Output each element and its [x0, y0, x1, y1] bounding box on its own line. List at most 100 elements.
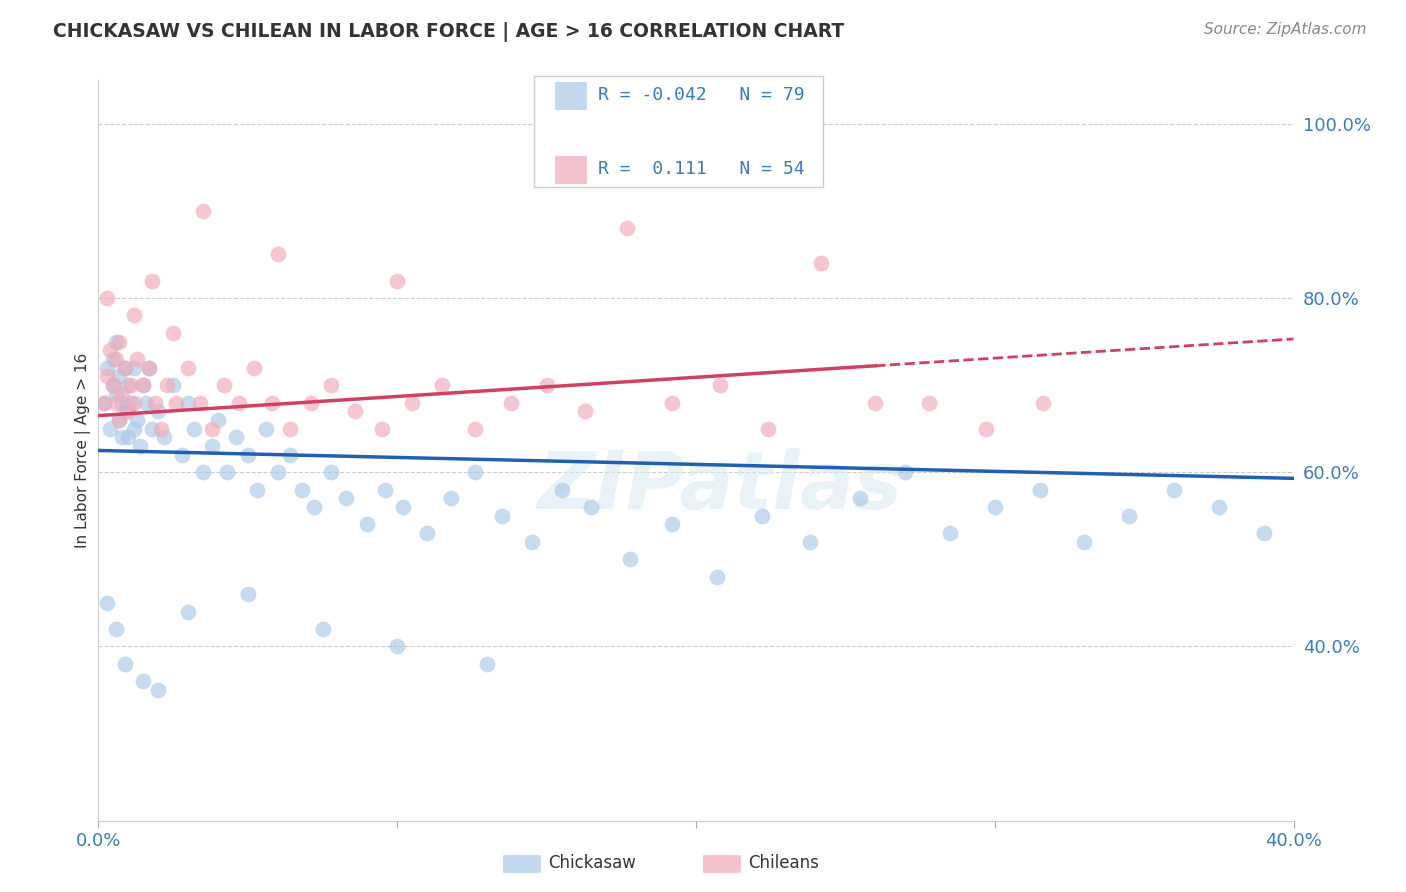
Point: [120, 378, 142, 392]
Point: [225, 430, 247, 444]
Point: [1163, 483, 1185, 497]
Point: [105, 622, 128, 636]
Point: [124, 360, 146, 375]
Point: [127, 413, 149, 427]
Point: [201, 439, 224, 453]
Point: [120, 395, 142, 409]
Point: [162, 378, 184, 392]
Point: [385, 274, 409, 288]
Point: [1208, 500, 1230, 514]
Point: [93, 395, 115, 409]
Point: [114, 360, 136, 375]
Point: [550, 483, 572, 497]
Point: [865, 395, 887, 409]
Point: [188, 395, 211, 409]
Point: [574, 404, 596, 418]
Point: [849, 491, 872, 506]
Text: Chileans: Chileans: [748, 855, 818, 872]
Point: [148, 404, 170, 418]
Point: [103, 378, 125, 392]
Point: [254, 422, 277, 436]
Text: Chickasaw: Chickasaw: [548, 855, 637, 872]
Point: [371, 422, 394, 436]
Point: [499, 395, 522, 409]
Point: [475, 657, 498, 671]
Point: [236, 448, 259, 462]
Point: [299, 395, 322, 409]
Point: [105, 351, 128, 366]
Point: [114, 404, 136, 418]
Point: [751, 508, 773, 523]
Point: [111, 387, 134, 401]
Point: [1028, 483, 1050, 497]
Point: [974, 422, 997, 436]
Point: [756, 422, 779, 436]
Point: [228, 395, 250, 409]
Text: R =  0.111   N = 54: R = 0.111 N = 54: [598, 161, 804, 178]
Point: [111, 430, 134, 444]
Point: [96, 291, 118, 305]
Point: [392, 500, 415, 514]
Point: [105, 334, 128, 349]
Point: [117, 430, 139, 444]
Point: [138, 360, 160, 375]
Point: [124, 422, 146, 436]
Point: [581, 500, 603, 514]
Point: [117, 404, 139, 418]
Point: [103, 378, 125, 392]
Text: CHICKASAW VS CHILEAN IN LABOR FORCE | AGE > 16 CORRELATION CHART: CHICKASAW VS CHILEAN IN LABOR FORCE | AG…: [53, 22, 845, 42]
Point: [374, 483, 396, 497]
Point: [416, 526, 439, 541]
Point: [385, 640, 409, 654]
Point: [536, 378, 558, 392]
Point: [706, 570, 728, 584]
Point: [165, 395, 187, 409]
Point: [520, 535, 543, 549]
Point: [709, 378, 731, 392]
Point: [132, 378, 155, 392]
Point: [105, 387, 128, 401]
Point: [148, 683, 170, 698]
Point: [132, 378, 155, 392]
Point: [141, 274, 163, 288]
Point: [108, 334, 131, 349]
Point: [918, 395, 941, 409]
Point: [212, 378, 235, 392]
Point: [143, 395, 166, 409]
Point: [108, 369, 131, 384]
Point: [153, 430, 176, 444]
Point: [114, 360, 136, 375]
Point: [260, 395, 283, 409]
Text: ZIPatlas: ZIPatlas: [537, 449, 903, 526]
Point: [215, 465, 238, 479]
Point: [335, 491, 357, 506]
Point: [177, 395, 200, 409]
Point: [1032, 395, 1054, 409]
Point: [267, 465, 290, 479]
Point: [135, 395, 157, 409]
Point: [619, 552, 641, 566]
Point: [172, 448, 194, 462]
Point: [183, 422, 205, 436]
Point: [278, 422, 301, 436]
Point: [105, 395, 128, 409]
Point: [1073, 535, 1095, 549]
Point: [201, 422, 224, 436]
Point: [246, 483, 269, 497]
Point: [141, 422, 163, 436]
Point: [117, 378, 139, 392]
Point: [177, 605, 200, 619]
Point: [894, 465, 917, 479]
Point: [291, 483, 314, 497]
Point: [103, 351, 125, 366]
Point: [108, 413, 131, 427]
Point: [132, 674, 155, 689]
Point: [464, 422, 486, 436]
Point: [810, 256, 832, 270]
Point: [93, 395, 115, 409]
Point: [96, 369, 118, 384]
Point: [1253, 526, 1275, 541]
Point: [344, 404, 367, 418]
Point: [661, 395, 683, 409]
Point: [207, 413, 229, 427]
